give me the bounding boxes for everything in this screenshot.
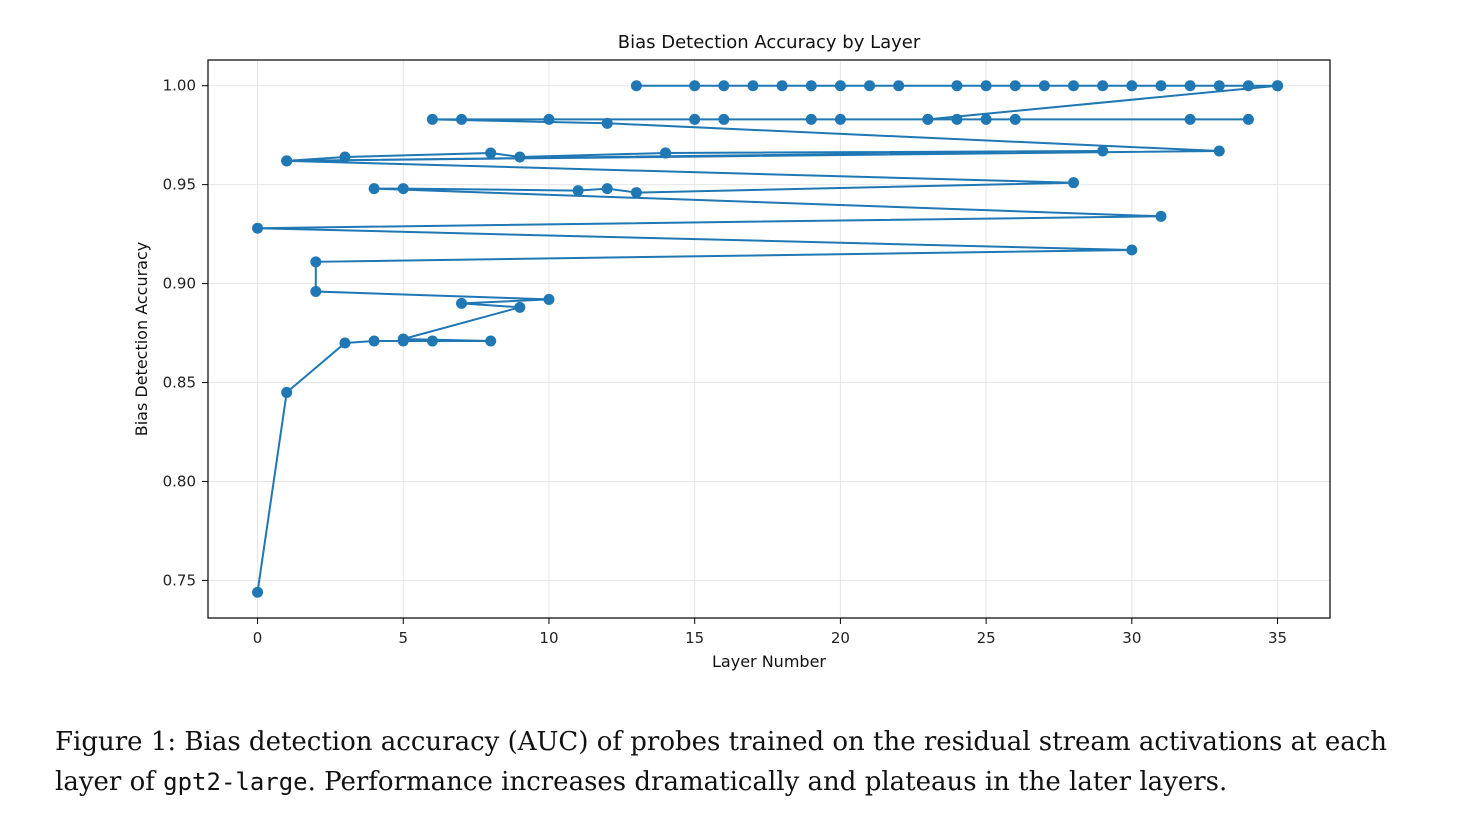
data-point: [776, 80, 788, 92]
data-point: [601, 117, 613, 129]
data-point: [1272, 80, 1284, 92]
data-point: [864, 80, 876, 92]
data-point: [747, 80, 759, 92]
data-point: [1038, 80, 1050, 92]
data-point: [980, 113, 992, 125]
data-point: [281, 155, 293, 167]
data-point: [514, 151, 526, 163]
data-point: [1126, 244, 1138, 256]
data-point: [368, 335, 380, 347]
data-series: [252, 80, 1284, 598]
data-point: [630, 187, 642, 199]
data-point: [1184, 113, 1196, 125]
data-point: [718, 80, 730, 92]
caption-suffix: . Performance increases dramatically and…: [307, 767, 1228, 797]
data-point: [456, 113, 468, 125]
data-point: [805, 80, 817, 92]
x-tick-label: 20: [831, 629, 850, 647]
data-point: [310, 286, 322, 298]
x-tick-label: 25: [977, 629, 996, 647]
caption-prefix: Figure 1: Bias detection accuracy (AUC) …: [55, 727, 1388, 797]
data-point: [1097, 145, 1109, 157]
y-tick-label: 0.85: [163, 374, 196, 392]
x-axis-label: Layer Number: [712, 652, 826, 671]
y-tick-label: 0.90: [163, 275, 196, 293]
x-tick-label: 15: [685, 629, 704, 647]
data-point: [1242, 113, 1254, 125]
data-point: [689, 80, 701, 92]
data-point: [572, 185, 584, 197]
data-point: [922, 113, 934, 125]
data-point: [951, 80, 963, 92]
data-point: [980, 80, 992, 92]
data-point: [543, 113, 555, 125]
data-point: [339, 151, 351, 163]
data-point: [252, 586, 264, 598]
data-point: [1213, 145, 1225, 157]
data-point: [339, 337, 351, 349]
data-point: [368, 183, 380, 195]
data-point: [485, 335, 497, 347]
data-point: [252, 222, 264, 234]
data-point: [397, 333, 409, 345]
data-point: [660, 147, 672, 159]
y-tick-label: 1.00: [163, 77, 196, 95]
data-point: [1068, 177, 1080, 189]
data-point: [456, 297, 468, 309]
data-point: [426, 335, 438, 347]
y-tick-label: 0.75: [163, 571, 196, 589]
data-point: [310, 256, 322, 268]
data-point: [1009, 113, 1021, 125]
data-point: [601, 183, 613, 195]
data-point: [1097, 80, 1109, 92]
plot-frame: [207, 59, 1331, 619]
x-tick-label: 35: [1268, 629, 1287, 647]
data-point: [630, 80, 642, 92]
data-point: [1155, 80, 1167, 92]
data-point: [805, 113, 817, 125]
caption-model-name: gpt2-large: [163, 768, 308, 796]
data-point: [893, 80, 905, 92]
data-point: [1213, 80, 1225, 92]
data-point: [485, 147, 497, 159]
data-point: [689, 113, 701, 125]
x-tick-label: 30: [1122, 629, 1141, 647]
data-point: [1009, 80, 1021, 92]
data-point: [543, 293, 555, 305]
chart-title: Bias Detection Accuracy by Layer: [618, 32, 921, 53]
data-point: [397, 183, 409, 195]
y-axis-label: Bias Detection Accuracy: [132, 242, 151, 437]
x-tick-label: 0: [253, 629, 263, 647]
x-tick-label: 10: [539, 629, 558, 647]
axis-ticks: 0 5 10 15 20 25 30 35 0.75 0.80 0.85 0.90 0.95 1.00: [163, 77, 1287, 647]
data-point: [1068, 80, 1080, 92]
series-line: [256, 84, 1278, 593]
y-tick-label: 0.95: [163, 176, 196, 194]
data-point: [514, 301, 526, 313]
chart: 0 5 10 15 20 25 30 35 0.75 0.80 0.85 0.90 0.95 1.00 B…: [132, 32, 1331, 671]
data-point: [1126, 80, 1138, 92]
data-point: [1242, 80, 1254, 92]
y-tick-label: 0.80: [163, 472, 196, 490]
data-point: [281, 386, 293, 398]
data-point: [426, 113, 438, 125]
data-point: [718, 113, 730, 125]
data-point: [1184, 80, 1196, 92]
data-point: [951, 113, 963, 125]
figure-caption: Figure 1: Bias detection accuracy (AUC) …: [55, 722, 1425, 802]
x-tick-label: 5: [398, 629, 408, 647]
data-point: [1155, 210, 1167, 222]
data-point: [834, 80, 846, 92]
data-point: [834, 113, 846, 125]
